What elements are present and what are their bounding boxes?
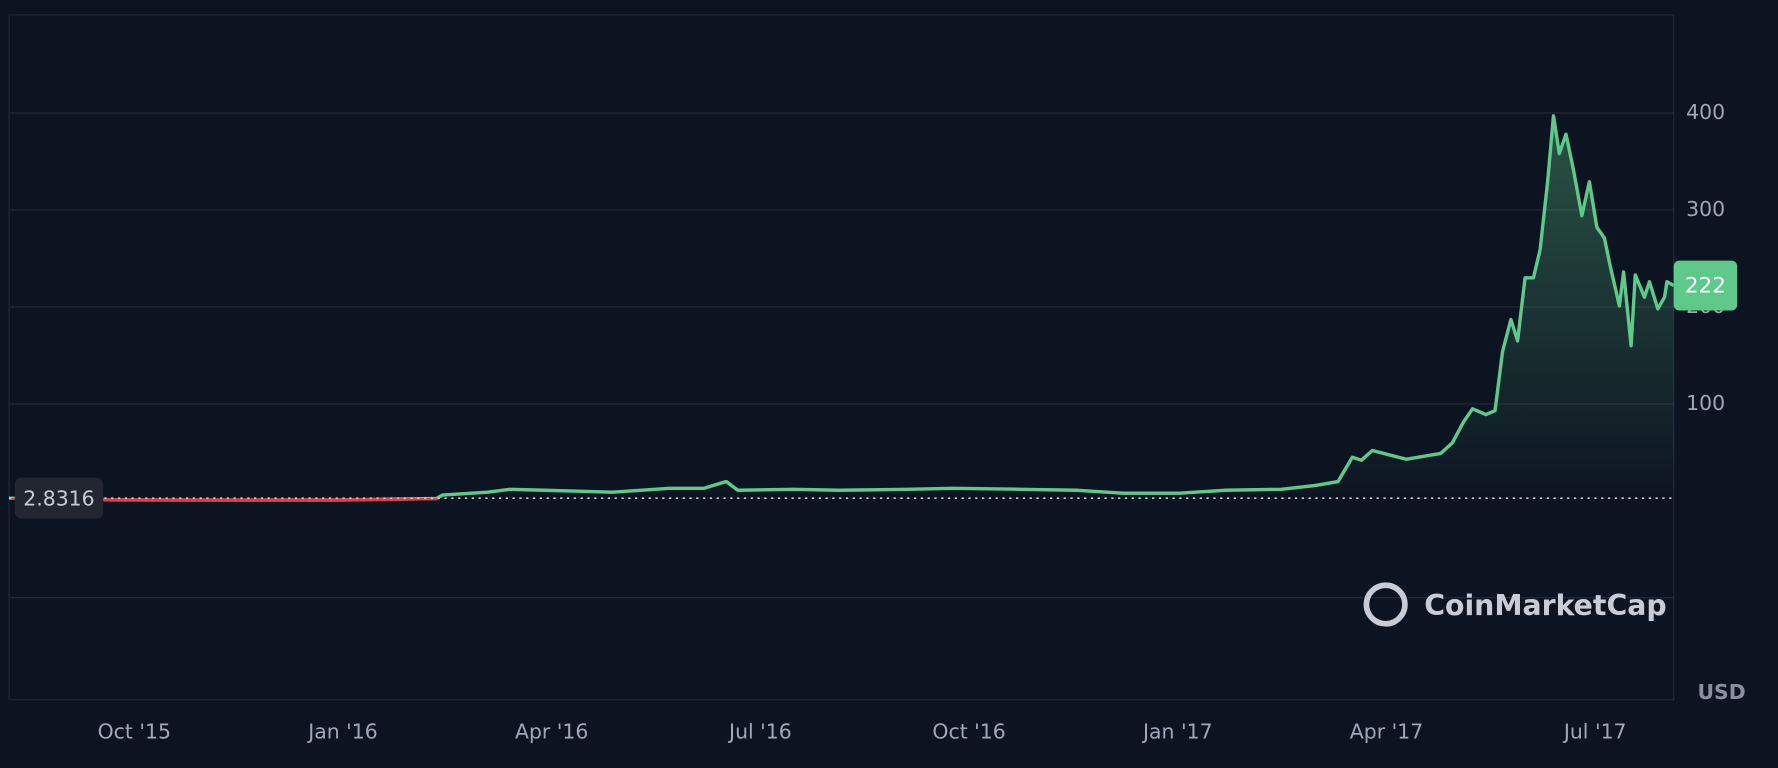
x-tick-label: Apr '16 (515, 720, 588, 744)
last-price-label: 222 (1685, 274, 1726, 299)
x-tick-label: Oct '15 (98, 720, 171, 744)
price-line (9, 114, 1675, 502)
watermark: CoinMarketCap (1363, 582, 1667, 627)
x-tick-label: Apr '17 (1350, 720, 1423, 744)
watermark-logo (1363, 582, 1408, 627)
x-tick-label: Jul '16 (727, 720, 792, 744)
baseline-badge (14, 477, 104, 519)
x-tick-label: Jul '17 (1562, 720, 1627, 744)
area-fill (9, 115, 1674, 501)
y-tick-label: 300 (1686, 197, 1725, 221)
currency-label: USD (1697, 680, 1745, 704)
y-tick-label: 100 (1686, 391, 1725, 415)
last-price-badge (1673, 260, 1738, 311)
baseline-label: 2.8316 (23, 486, 94, 510)
x-tick-label: Oct '16 (932, 720, 1005, 744)
x-tick-label: Jan '16 (306, 720, 378, 744)
watermark-text: CoinMarketCap (1424, 589, 1666, 622)
x-tick-label: Jan '17 (1141, 720, 1213, 744)
y-tick-label: 400 (1686, 100, 1725, 124)
